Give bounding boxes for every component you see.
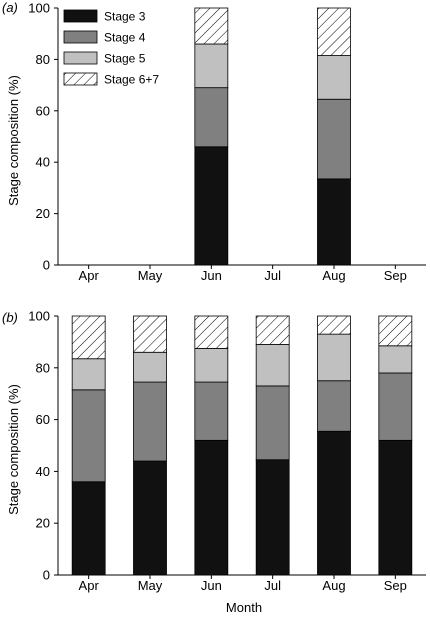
bar-segment-stage-6-7-may [133, 315, 167, 353]
y-tick-label: 0 [43, 568, 50, 583]
bar-segment-stage-5-jun [194, 43, 229, 89]
bar-segment-stage-3-aug [317, 430, 351, 576]
x-tick-label-sep: Sep [384, 578, 407, 593]
bar-segment-stage-6-7-aug [317, 315, 351, 335]
bar-segment-stage-6-7-jul [255, 315, 290, 345]
bar-segment-stage-5-jun [194, 347, 229, 383]
bar-segment-stage-4-jun [194, 87, 229, 148]
bar-segment-stage-3-apr [71, 481, 106, 576]
y-tick-label: 80 [36, 52, 50, 67]
y-tick-label: 40 [36, 155, 50, 170]
chart-panel-b: 0 20 40 60 80 100 Stage composition (%) Apr May J… [6, 309, 426, 593]
bar-segment-stage-3-sep [378, 439, 413, 576]
x-axis-title: Month [226, 600, 262, 615]
bar-segment-stage-5-may [133, 351, 167, 383]
chart-panel-a: 0 20 40 60 80 100 Stage composition (%) Apr May J… [6, 1, 426, 283]
bar-segment-stage-4-apr [71, 389, 106, 483]
y-tick-label: 20 [36, 516, 50, 531]
bar-segment-stage-3-may [133, 460, 167, 576]
legend-swatch-stage-6-7 [63, 72, 98, 86]
legend-swatch-stage-4 [63, 30, 98, 44]
bar-segment-stage-6-7-jun [194, 7, 229, 45]
x-tick-label-aug: Aug [322, 268, 345, 283]
x-tick-label-apr: Apr [79, 578, 100, 593]
bar-segment-stage-5-sep [378, 345, 413, 374]
x-tick-label-aug: Aug [322, 578, 345, 593]
x-tick-label-jun: Jun [201, 268, 222, 283]
y-axis-title: Stage composition (%) [6, 75, 21, 206]
y-axis-title: Stage composition (%) [6, 384, 21, 515]
y-tick-label: 40 [36, 464, 50, 479]
bar-segment-stage-3-jun [194, 146, 229, 266]
bar-segment-stage-5-aug [317, 333, 351, 382]
bar-segment-stage-4-aug [317, 98, 351, 180]
legend-swatch-stage-3 [63, 9, 98, 23]
bar-segment-stage-3-jun [194, 439, 229, 576]
bar-segment-stage-3-aug [317, 178, 351, 266]
y-tick-label: 60 [36, 103, 50, 118]
bar-segment-stage-4-sep [378, 372, 413, 441]
legend-label-stage-6-7: Stage 6+7 [104, 73, 159, 87]
panel-b-label: (b) [2, 310, 18, 325]
bar-segment-stage-4-may [133, 381, 167, 462]
legend-label-stage-5: Stage 5 [104, 52, 146, 66]
bar-segment-stage-4-aug [317, 380, 351, 432]
bar-segment-stage-5-jul [255, 344, 290, 387]
x-tick-label-may: May [138, 268, 163, 283]
y-tick-label: 60 [36, 412, 50, 427]
y-tick-label: 80 [36, 360, 50, 375]
x-tick-label-may: May [138, 578, 163, 593]
x-tick-label-jun: Jun [201, 578, 222, 593]
bar-segment-stage-5-apr [71, 358, 106, 391]
bar-segment-stage-3-jul [255, 459, 290, 576]
x-tick-label-apr: Apr [79, 268, 100, 283]
legend: Stage 3 Stage 4 Stage 5 Stage 6+7 [63, 9, 159, 87]
legend-label-stage-3: Stage 3 [104, 10, 146, 24]
y-tick-label: 0 [43, 258, 50, 273]
panel-a-label: (a) [2, 0, 18, 15]
legend-swatch-stage-5 [63, 51, 98, 65]
y-tick-label: 100 [28, 309, 50, 324]
x-tick-label-jul: Jul [264, 268, 281, 283]
y-tick-label: 20 [36, 206, 50, 221]
legend-label-stage-4: Stage 4 [104, 31, 146, 45]
bar-segment-stage-4-jul [255, 385, 290, 461]
bar-segment-stage-6-7-aug [317, 7, 351, 56]
bar-segment-stage-6-7-jun [194, 315, 229, 349]
x-tick-label-sep: Sep [384, 268, 407, 283]
bar-segment-stage-6-7-sep [378, 315, 413, 347]
bar-segment-stage-4-jun [194, 381, 229, 441]
x-tick-label-jul: Jul [264, 578, 281, 593]
bar-segment-stage-5-aug [317, 55, 351, 100]
y-tick-label: 100 [28, 1, 50, 16]
bar-segment-stage-6-7-apr [71, 315, 106, 360]
